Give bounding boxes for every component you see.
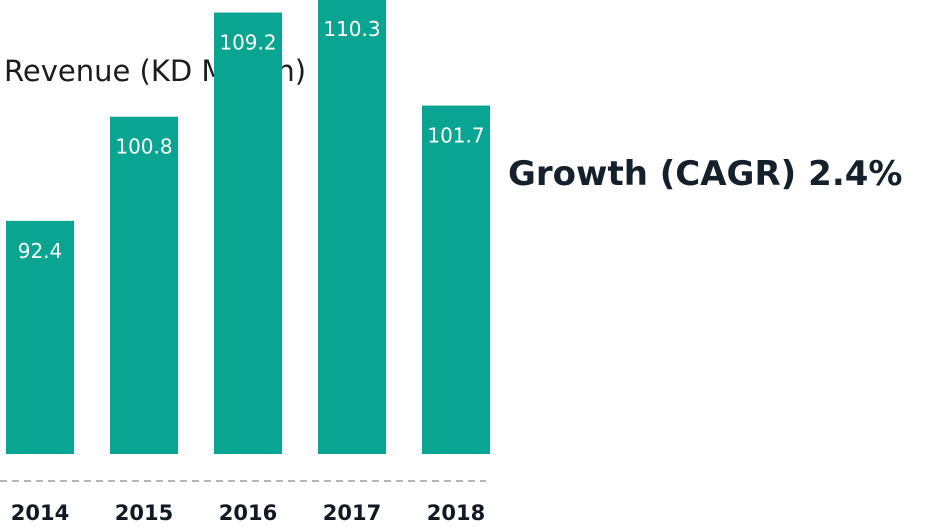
x-tick-2014: 2014 xyxy=(11,501,69,525)
data-label-2016: 109.2 xyxy=(219,31,276,55)
x-tick-2018: 2018 xyxy=(427,501,485,525)
x-tick-2016: 2016 xyxy=(219,501,277,525)
bar-2014 xyxy=(6,220,74,454)
bar-2018 xyxy=(422,105,490,454)
growth-cagr: Growth (CAGR) 2.4% xyxy=(508,154,902,194)
data-label-2018: 101.7 xyxy=(427,124,484,148)
x-tick-2017: 2017 xyxy=(323,501,381,525)
growth-label: Growth (CAGR) xyxy=(508,154,797,194)
bar-2015 xyxy=(110,116,178,454)
bar-2017 xyxy=(318,0,386,454)
data-label-2015: 100.8 xyxy=(115,135,172,159)
data-label-2014: 92.4 xyxy=(18,239,63,263)
x-tick-2015: 2015 xyxy=(115,501,173,525)
bar-2016 xyxy=(214,12,282,455)
data-label-2017: 110.3 xyxy=(323,17,380,41)
growth-value: 2.4% xyxy=(808,154,903,194)
